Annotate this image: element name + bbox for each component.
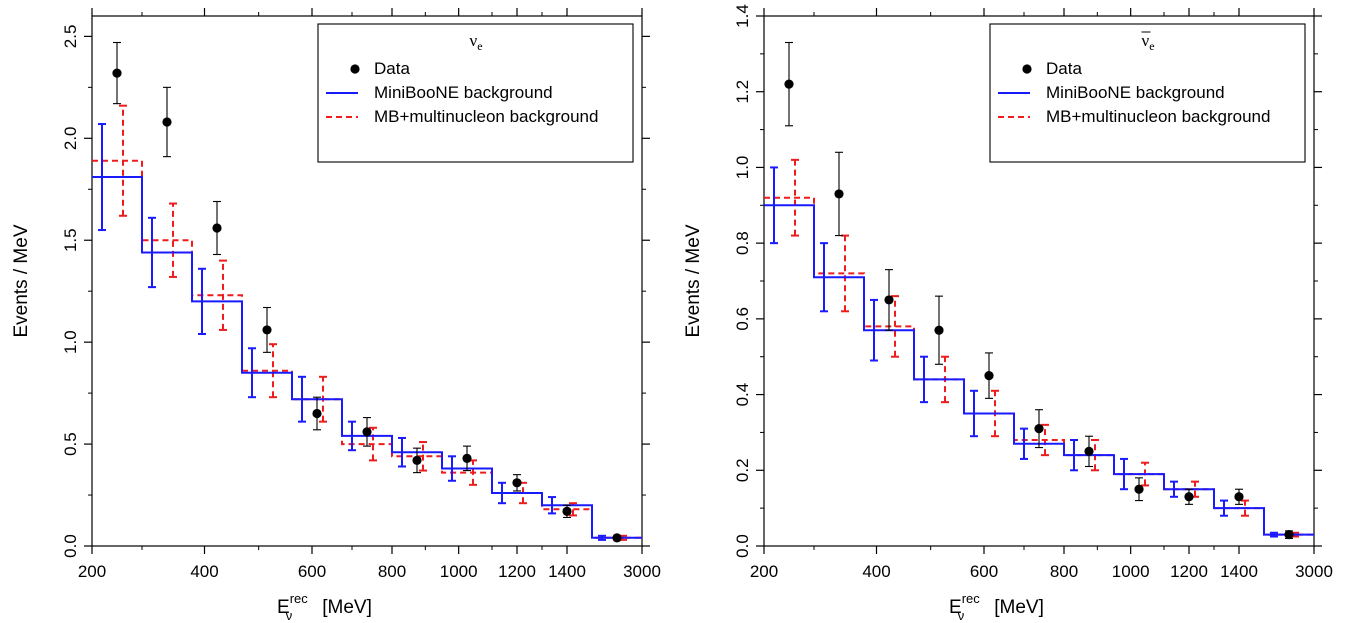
x-tick-label: 1400 bbox=[548, 562, 586, 581]
y-tick-label: 0.6 bbox=[733, 307, 752, 331]
legend: νe Data MiniBooNE background MB+multinucleo… bbox=[317, 23, 634, 163]
x-tick-label: 400 bbox=[190, 562, 218, 581]
data-point bbox=[1234, 492, 1244, 502]
x-tick-label: 800 bbox=[378, 562, 406, 581]
x-tick-label: 600 bbox=[970, 562, 998, 581]
y-tick-label: 2.0 bbox=[61, 126, 80, 150]
y-tick-label: 0.8 bbox=[733, 231, 752, 255]
legend-data-marker bbox=[1022, 64, 1032, 74]
x-tick-label: 1400 bbox=[1220, 562, 1258, 581]
data-point bbox=[934, 325, 944, 335]
data-point bbox=[362, 427, 372, 437]
data-point bbox=[562, 506, 572, 516]
data-point bbox=[1134, 484, 1144, 494]
data-point bbox=[984, 371, 994, 381]
legend-miniboone-label: MiniBooNE background bbox=[374, 83, 553, 102]
y-tick-label: 1.4 bbox=[733, 4, 752, 28]
x-axis-title: Erec ν [MeV] bbox=[277, 591, 372, 623]
legend: νe Data MiniBooNE background MB+multinucleo… bbox=[989, 23, 1306, 163]
y-tick-label: 0.0 bbox=[733, 534, 752, 558]
data-point bbox=[884, 295, 894, 305]
x-tick-label: 200 bbox=[78, 562, 106, 581]
data-point bbox=[312, 408, 322, 419]
x-tick-label: 3000 bbox=[1295, 562, 1333, 581]
x-tick-label: 1200 bbox=[1170, 562, 1208, 581]
chart-panel-2: 0.0 0.2 0.4 0.6 0.8 1.0 1.2 1.4 200 400 600 800 1000… bbox=[683, 4, 1333, 623]
legend-title-symbol: ν bbox=[470, 31, 478, 50]
data-point bbox=[834, 189, 844, 199]
mb-multinucleon-line bbox=[764, 196, 1314, 536]
legend-title: νe bbox=[470, 31, 483, 53]
x-axis-title-sub: ν bbox=[286, 608, 293, 623]
y-tick-label: 1.5 bbox=[61, 228, 80, 252]
data-point bbox=[212, 223, 222, 233]
data-point bbox=[1284, 530, 1294, 540]
y-axis-title: Events / MeV bbox=[683, 224, 704, 337]
x-tick-label: 1200 bbox=[498, 562, 536, 581]
y-tick-label: 0.5 bbox=[61, 432, 80, 456]
y-tick-label: 0.2 bbox=[733, 458, 752, 482]
legend-data-marker bbox=[350, 64, 360, 74]
x-axis-title: Erec ν [MeV] bbox=[949, 591, 1044, 623]
data-point bbox=[612, 533, 622, 543]
plot-frame bbox=[91, 15, 643, 547]
x-axis-title-unit: [MeV] bbox=[994, 597, 1044, 618]
y-tick-label: 2.5 bbox=[61, 25, 80, 49]
legend-multinucleon-label: MB+multinucleon background bbox=[1046, 107, 1270, 126]
x-axis-title-sub: ν bbox=[958, 608, 965, 623]
y-tick-label: 0.0 bbox=[61, 534, 80, 558]
legend-data-label: Data bbox=[1046, 59, 1082, 78]
y-tick-label: 1.0 bbox=[733, 156, 752, 180]
x-tick-label: 200 bbox=[750, 562, 778, 581]
data-point bbox=[162, 117, 172, 127]
y-axis-title: Events / MeV bbox=[11, 224, 32, 337]
legend-title-symbol: ν bbox=[1142, 31, 1150, 50]
x-tick-label: 600 bbox=[298, 562, 326, 581]
chart-panel-1: 0.0 0.5 1.0 1.5 2.0 2.5 200 400 600 800 1000 1200 14… bbox=[11, 8, 661, 623]
miniboone-line bbox=[92, 176, 642, 539]
x-axis-title-main: E bbox=[277, 597, 290, 618]
data-point bbox=[462, 453, 472, 463]
data-point bbox=[1084, 446, 1094, 456]
data-point bbox=[784, 79, 794, 89]
data-point bbox=[412, 455, 422, 465]
x-tick-label: 800 bbox=[1050, 562, 1078, 581]
data-point bbox=[262, 325, 272, 335]
data-point bbox=[512, 478, 522, 488]
legend-title-sub: e bbox=[1149, 39, 1154, 53]
miniboone-line bbox=[764, 204, 1314, 536]
legend-box bbox=[989, 23, 1306, 163]
data-point bbox=[112, 68, 122, 78]
legend-title: νe bbox=[1142, 31, 1155, 53]
data-point bbox=[1184, 492, 1194, 502]
y-tick-label: 1.0 bbox=[61, 330, 80, 354]
x-axis-title-unit: [MeV] bbox=[322, 597, 372, 618]
x-tick-label: 1000 bbox=[440, 562, 478, 581]
legend-data-label: Data bbox=[374, 59, 410, 78]
x-tick-label: 400 bbox=[862, 562, 890, 581]
y-tick-label: 1.2 bbox=[733, 80, 752, 104]
legend-box bbox=[317, 23, 634, 163]
x-axis-title-sup: rec bbox=[290, 591, 309, 606]
x-tick-label: 1000 bbox=[1112, 562, 1150, 581]
x-axis-title-sup: rec bbox=[962, 591, 981, 606]
data-point bbox=[1034, 424, 1044, 434]
legend-miniboone-label: MiniBooNE background bbox=[1046, 83, 1225, 102]
legend-title-sub: e bbox=[477, 39, 482, 53]
x-tick-label: 3000 bbox=[623, 562, 661, 581]
legend-multinucleon-label: MB+multinucleon background bbox=[374, 107, 598, 126]
y-tick-label: 0.4 bbox=[733, 383, 752, 407]
x-axis-title-main: E bbox=[949, 597, 962, 618]
mb-multinucleon-line bbox=[92, 159, 642, 539]
